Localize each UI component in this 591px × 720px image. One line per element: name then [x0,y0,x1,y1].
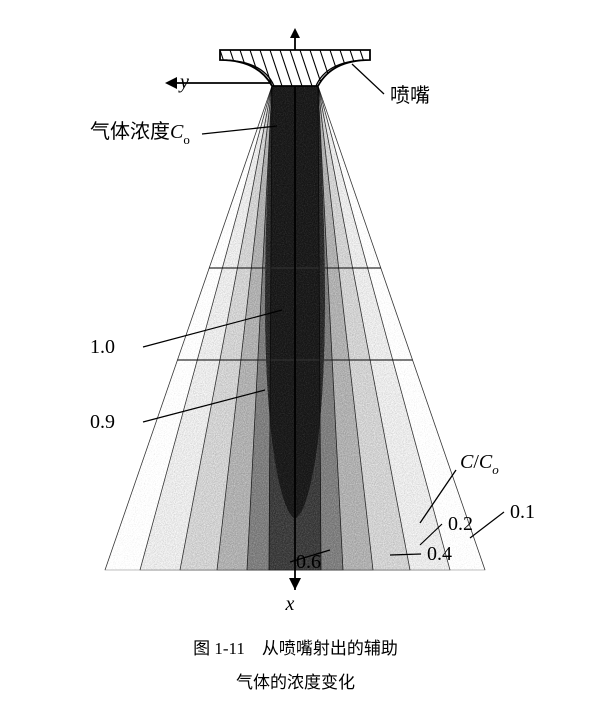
contour-label: 0.2 [448,513,473,535]
figure-caption: 图 1-11 从喷嘴射出的辅助 气体的浓度变化 [0,632,591,700]
caption-number: 图 1-11 [193,639,245,658]
contour-label: 0.6 [296,551,321,573]
ratio-label: C/Co [460,451,499,477]
x-axis-label: x [285,593,295,615]
contour-label: 1.0 [90,336,115,358]
contour-label: 0.4 [427,543,452,565]
contour-label: 0.9 [90,411,115,433]
nozzle-label: 喷嘴 [390,84,430,107]
contour-label: 0.1 [510,501,535,523]
caption-line2: 气体的浓度变化 [0,666,591,700]
figure-container: 0.1 0.2 0.4 0.6 0.9 1.0 喷嘴 y x 气体浓度Co C/Co 图 1-11 … [0,20,591,700]
y-axis-label: y [178,71,189,93]
jet-concentration-diagram: 0.1 0.2 0.4 0.6 0.9 1.0 喷嘴 y x 气体浓度Co C/Co [0,20,591,620]
caption-line1: 从喷嘴射出的辅助 [262,639,398,658]
concentration-label: 气体浓度Co [90,120,190,147]
